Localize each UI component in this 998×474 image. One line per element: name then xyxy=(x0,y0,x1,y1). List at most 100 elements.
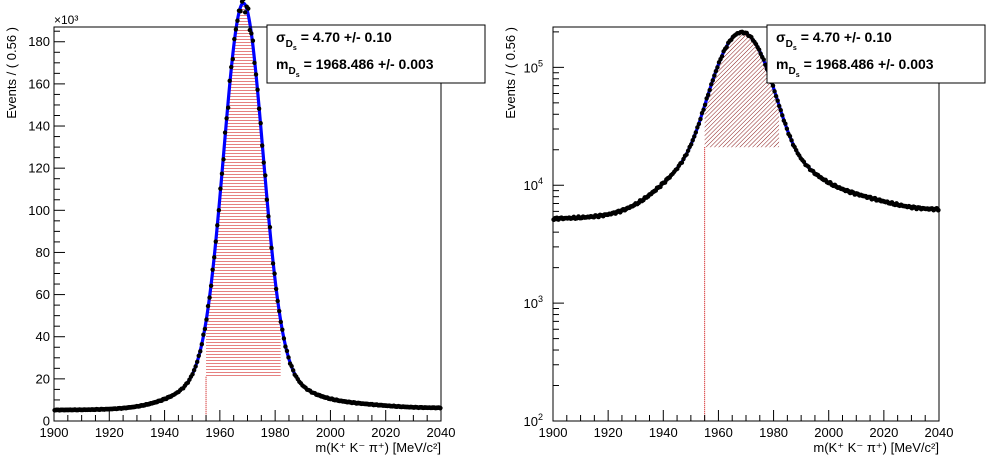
y-tick-label: 80 xyxy=(36,245,50,260)
data-point xyxy=(688,142,694,147)
y-tick-exponent: 3 xyxy=(538,294,543,304)
data-point xyxy=(787,134,793,139)
y-tick-label: 160 xyxy=(28,76,50,91)
data-points xyxy=(52,0,443,413)
data-point xyxy=(719,54,725,59)
data-point xyxy=(693,130,699,135)
data-point xyxy=(761,57,766,62)
data-point xyxy=(247,27,253,33)
data-point xyxy=(707,87,712,93)
data-point xyxy=(698,116,703,122)
param-value: = 1968.486 +/- 0.003 xyxy=(804,56,934,72)
x-tick-label: 2040 xyxy=(427,425,456,440)
y-multiplier-label: ×10³ xyxy=(54,13,78,27)
y-axis-title: Events / ( 0.56 ) xyxy=(503,27,518,119)
param-value: = 1968.486 +/- 0.003 xyxy=(304,56,434,72)
param-subsubscript: s xyxy=(796,72,800,79)
data-point xyxy=(210,267,215,272)
data-point xyxy=(778,107,783,113)
data-point xyxy=(198,349,203,354)
data-point xyxy=(277,308,282,314)
data-point xyxy=(712,73,717,78)
data-point xyxy=(704,96,709,101)
y-tick-label: 104 xyxy=(524,176,543,193)
data-point xyxy=(705,92,711,97)
mass-result-text: mDs = 1968.486 +/- 0.003 xyxy=(776,56,934,79)
y-tick-exponent: 5 xyxy=(538,58,543,68)
x-tick-label: 2020 xyxy=(371,425,400,440)
data-point xyxy=(286,355,291,360)
data-point xyxy=(273,286,279,292)
data-point xyxy=(199,342,205,347)
signal-region-hatch xyxy=(206,3,281,377)
data-point xyxy=(235,18,240,23)
data-point xyxy=(283,344,288,349)
data-point xyxy=(241,0,246,2)
param-subsubscript: s xyxy=(296,72,300,79)
data-point xyxy=(793,147,799,153)
data-point xyxy=(246,6,251,11)
param-symbol: σ xyxy=(776,29,786,45)
data-point xyxy=(290,368,296,373)
x-tick-label: 2040 xyxy=(925,425,954,440)
right-panel-log: 1900 1920 1940 1960 1980 2000 2020 204010210310… xyxy=(503,24,986,455)
data-point xyxy=(699,110,705,116)
data-point xyxy=(212,255,217,260)
x-tick-label: 2020 xyxy=(869,425,898,440)
data-point xyxy=(249,31,254,36)
y-tick-base: 10 xyxy=(524,178,538,193)
mass-result-text: mDs = 1968.486 +/- 0.003 xyxy=(276,56,434,79)
data-point xyxy=(261,160,266,165)
data-point xyxy=(690,138,695,143)
signal-region-hatch xyxy=(704,32,780,148)
data-point xyxy=(696,121,702,127)
data-point xyxy=(230,56,235,62)
y-tick-exponent: 2 xyxy=(538,412,543,422)
y-tick-label: 103 xyxy=(524,294,543,311)
y-tick-label: 60 xyxy=(36,287,50,302)
data-point xyxy=(770,83,776,88)
y-tick-label: 105 xyxy=(524,58,543,75)
data-point xyxy=(194,359,200,365)
data-point xyxy=(250,38,256,43)
sigma-result-text: σDs = 4.70 +/- 0.10 xyxy=(776,29,892,52)
data-point xyxy=(284,348,290,354)
y-tick-label: 100 xyxy=(28,203,50,218)
data-point xyxy=(218,186,223,191)
data-point xyxy=(191,368,197,373)
data-point xyxy=(219,171,225,176)
data-point xyxy=(289,363,294,369)
data-point xyxy=(763,62,768,68)
data-point xyxy=(715,65,720,70)
data-point xyxy=(692,134,697,139)
data-point xyxy=(253,72,259,77)
data-point xyxy=(710,78,715,83)
x-tick-label: 1940 xyxy=(649,425,678,440)
y-tick-label: 180 xyxy=(28,34,50,49)
y-tick-label: 40 xyxy=(36,329,50,344)
data-point xyxy=(221,157,226,162)
param-symbol: σ xyxy=(276,29,286,45)
data-point xyxy=(280,327,285,332)
data-point xyxy=(205,303,211,309)
param-subscript: D xyxy=(786,39,793,50)
data-point xyxy=(278,319,283,325)
data-point xyxy=(255,87,260,92)
data-point xyxy=(190,371,195,377)
data-point xyxy=(679,160,685,165)
y-tick-label: 102 xyxy=(524,412,543,429)
data-point xyxy=(207,295,212,300)
left-panel-linear: 1900 1920 1940 1960 1980 2000 2020 204002040608… xyxy=(4,0,486,455)
y-axis-title: Events / ( 0.56 ) xyxy=(4,27,19,119)
data-point xyxy=(224,116,229,121)
data-point xyxy=(709,82,714,87)
y-tick-label: 20 xyxy=(36,371,50,386)
y-tick-base: 10 xyxy=(524,60,538,75)
fit-results-box xyxy=(266,24,486,84)
param-value: = 4.70 +/- 0.10 xyxy=(301,29,392,45)
data-point xyxy=(269,245,274,251)
data-point xyxy=(256,106,262,111)
data-point xyxy=(266,214,271,219)
x-tick-label: 1960 xyxy=(205,425,234,440)
y-tick-base: 10 xyxy=(524,296,538,311)
